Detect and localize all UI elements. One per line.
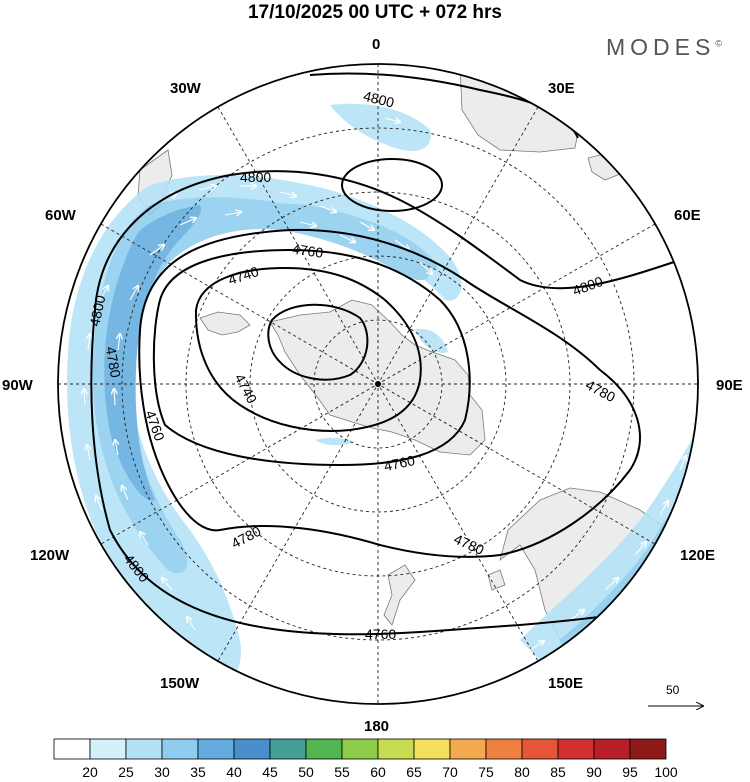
colorbar: 20 25 30 35 40 45 50 55 60 65 70 75 80 85 90 95 100: [53, 738, 678, 780]
colorbar-swatch: [521, 738, 559, 760]
lon-label-120e: 120E: [680, 547, 715, 564]
antarctic-peninsula: [199, 311, 251, 336]
map-disc: [58, 64, 698, 704]
colorbar-swatch: [53, 738, 91, 760]
contour-4780: [138, 228, 641, 558]
map-title: 17/10/2025 00 UTC + 072 hrs: [247, 2, 503, 23]
copyright-mark: ©: [715, 38, 722, 49]
contour-label: 4760: [382, 452, 416, 474]
colorbar-label: 30: [154, 764, 170, 780]
antarctica: [269, 299, 486, 456]
south-pole-marker: [375, 381, 381, 387]
map-boundary: [57, 63, 699, 705]
colorbar-label: 40: [226, 764, 242, 780]
colorbar-swatch: [377, 738, 415, 760]
colorbar-label: 25: [118, 764, 134, 780]
colorbar-swatch: [197, 738, 235, 760]
colorbar-label: 75: [478, 764, 494, 780]
tasmania: [487, 569, 506, 591]
brand-name: MODES: [606, 34, 716, 60]
longitude-labels: 0 30E 60E 90E 120E 150E 180 150W 120W 90…: [2, 36, 743, 735]
lon-label-90e: 90E: [716, 377, 743, 394]
colorbar-label: 90: [586, 764, 602, 780]
contour-label: 4800: [240, 169, 271, 185]
lon-label-150e: 150E: [548, 675, 583, 692]
contour-label: 4780: [103, 345, 124, 379]
colorbar-swatch: [449, 738, 487, 760]
lon-label-90w: 90W: [2, 377, 34, 394]
colorbar-label: 35: [190, 764, 206, 780]
colorbar-swatch: [233, 738, 271, 760]
lon-label-30e: 30E: [548, 80, 575, 97]
contour-label: 4800: [362, 88, 396, 111]
contour-label: 4760: [365, 626, 396, 642]
colorbar-label: 60: [370, 764, 386, 780]
jet-core: [104, 205, 201, 501]
colorbar-label: 50: [298, 764, 314, 780]
colorbar-label: 85: [550, 764, 566, 780]
contour-4740: [194, 266, 422, 432]
colorbar-swatch: [593, 738, 631, 760]
colorbar-label: 80: [514, 764, 530, 780]
contour-label: 4760: [291, 241, 324, 261]
colorbar-swatch: [305, 738, 343, 760]
colorbar-label: 45: [262, 764, 278, 780]
lon-label-0: 0: [372, 36, 380, 53]
small-patch-2: [315, 437, 355, 446]
lon-label-150w: 150W: [160, 675, 200, 692]
colorbar-label: 65: [406, 764, 422, 780]
reference-vector-label: 50: [666, 683, 680, 697]
contour-4800: [90, 170, 698, 636]
colorbar-label: 55: [334, 764, 350, 780]
contour-4740-inner: [267, 303, 369, 381]
jet-north-patch: [330, 103, 431, 151]
colorbar-swatch: [89, 738, 127, 760]
lon-label-180: 180: [364, 718, 389, 735]
jet-north-core: [270, 203, 438, 269]
colorbar-swatch: [413, 738, 451, 760]
reference-vector: 50: [648, 683, 703, 706]
colorbar-label: 100: [654, 764, 678, 780]
contour-4760: [152, 248, 471, 467]
colorbar-label: 95: [622, 764, 638, 780]
lon-label-30w: 30W: [170, 80, 202, 97]
contour-closed-high: [341, 158, 443, 212]
jet-mid-band: [92, 197, 430, 574]
contour-label: 4800: [86, 294, 108, 328]
small-patch: [415, 328, 448, 353]
colorbar-swatch: [161, 738, 199, 760]
colorbar-swatch: [629, 738, 667, 760]
colorbar-swatch: [557, 738, 595, 760]
colorbar-swatch: [341, 738, 379, 760]
colorbar-swatch: [485, 738, 523, 760]
lon-label-60e: 60E: [674, 207, 701, 224]
colorbar-label: 20: [82, 764, 98, 780]
new-zealand: [383, 564, 416, 626]
brand-logo: MODES©: [606, 34, 722, 61]
colorbar-swatch: [125, 738, 163, 760]
east-jet-core: [560, 516, 672, 660]
colorbar-label: 70: [442, 764, 458, 780]
lon-label-60w: 60W: [45, 207, 77, 224]
lon-label-120w: 120W: [30, 547, 70, 564]
colorbar-swatch: [269, 738, 307, 760]
